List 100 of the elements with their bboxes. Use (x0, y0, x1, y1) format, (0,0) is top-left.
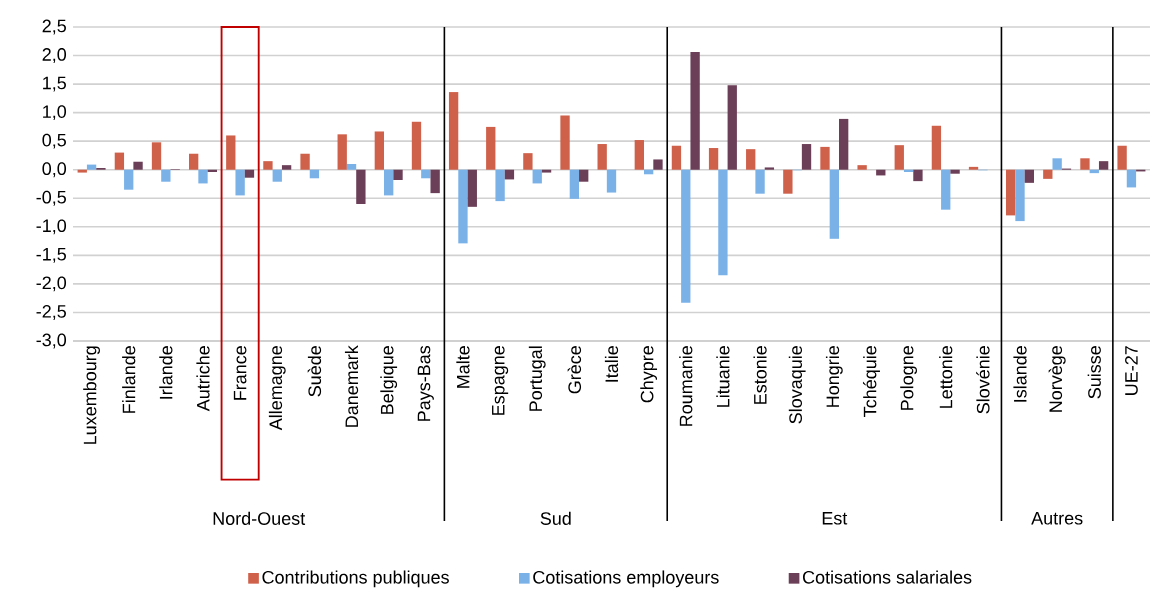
bar (411, 121, 422, 170)
x-tick-label: UE-27 (1125, 346, 1138, 395)
bar (820, 146, 830, 170)
x-tick-label: Suisse (1087, 346, 1101, 399)
bar (681, 169, 691, 303)
bar (421, 169, 431, 179)
bar (653, 159, 663, 170)
x-tick-label: Lituanie (716, 346, 730, 407)
bar (755, 169, 765, 194)
x-tick-label: Allemagne (268, 346, 286, 431)
x-tick-label: Slovaquie (788, 346, 806, 424)
bar (634, 140, 644, 170)
x-tick-label: Suède (307, 346, 322, 397)
bar (1117, 145, 1127, 170)
bar (281, 165, 292, 170)
bar (1006, 169, 1016, 216)
bar (235, 169, 245, 196)
text: Sud (540, 511, 571, 525)
y-tick-label: 1,5 (43, 76, 66, 92)
bar (346, 164, 357, 170)
bar (1052, 158, 1062, 170)
bar (727, 85, 737, 170)
text: Autres (1031, 512, 1083, 525)
y-tick-label: -0,5 (36, 190, 66, 206)
y-tick-label: -2,5 (36, 305, 66, 320)
bar (838, 118, 849, 170)
x-tick-label: Italie (604, 346, 619, 382)
bar (931, 125, 942, 170)
bar (746, 149, 756, 170)
bar (541, 169, 552, 173)
bar (857, 165, 867, 170)
bar (467, 169, 477, 207)
bar (560, 115, 570, 170)
y-tick-label: -2,0 (36, 276, 67, 292)
bar (764, 167, 775, 170)
bar (718, 169, 728, 276)
bar (1015, 169, 1025, 222)
legend-label: Cotisations employeurs (533, 570, 719, 588)
x-tick-label: Hongrie (825, 346, 843, 407)
bar (579, 169, 589, 182)
x-tick-label: Chypre (640, 346, 658, 403)
bar (161, 169, 171, 182)
y-tick-label: -1,5 (36, 248, 66, 263)
y-tick-label: 0,0 (42, 162, 67, 178)
x-tick-label: Islande (1013, 346, 1027, 402)
bar (384, 169, 394, 196)
x-tick-label: Norvège (1048, 346, 1066, 412)
bar (671, 145, 682, 170)
y-tick-label: 2,5 (42, 19, 66, 35)
bar (226, 135, 236, 170)
x-tick-label: Espagne (492, 346, 509, 415)
bar (151, 142, 162, 170)
text: Est (822, 512, 848, 525)
bar (801, 144, 812, 170)
legend-label: Cotisations salariales (802, 570, 972, 584)
legend-label: Contributions publiques (262, 570, 449, 588)
x-tick-label: Lettonie (939, 346, 953, 408)
x-tick-label: Finlande (122, 346, 136, 413)
bar (1080, 158, 1090, 170)
bar (1098, 161, 1109, 170)
bar (124, 169, 134, 190)
x-tick-label: Roumanie (679, 346, 693, 426)
x-tick-label: Pologne (900, 346, 917, 410)
bar (950, 169, 960, 174)
bar (448, 92, 459, 170)
bar (913, 169, 923, 182)
y-tick-label: -1,0 (36, 219, 67, 235)
bar (486, 126, 496, 170)
bar (133, 161, 143, 170)
bar (272, 169, 282, 182)
bar (941, 169, 951, 210)
x-tick-label: Tchéquie (862, 346, 880, 417)
x-tick-label: Estonie (753, 346, 767, 404)
bar (430, 169, 440, 194)
text: Nord-Ouest (213, 511, 306, 525)
bar (708, 148, 719, 170)
x-tick-label: Irlande (159, 346, 173, 399)
bar (894, 145, 904, 170)
bar (374, 131, 385, 170)
x-tick-label: Danemark (344, 345, 359, 427)
y-tick-label: -3,0 (36, 333, 67, 349)
bar (77, 169, 87, 173)
bar (783, 169, 793, 194)
y-tick-label: 2,0 (42, 48, 67, 63)
x-tick-label: Malte (456, 346, 470, 388)
bar (606, 169, 617, 193)
x-tick-label: Autriche (196, 346, 210, 412)
bar (1043, 169, 1053, 179)
bar (690, 52, 700, 170)
y-tick-label: 0,5 (42, 133, 66, 149)
bar (1024, 169, 1035, 183)
bar (829, 169, 839, 239)
bar (532, 169, 542, 184)
x-tick-label: Portugal (528, 346, 546, 411)
bar (300, 153, 310, 170)
bar (968, 166, 979, 170)
bar (263, 161, 273, 170)
x-tick-label: Grèce (567, 346, 582, 394)
bar (458, 169, 468, 244)
bar (337, 134, 347, 170)
